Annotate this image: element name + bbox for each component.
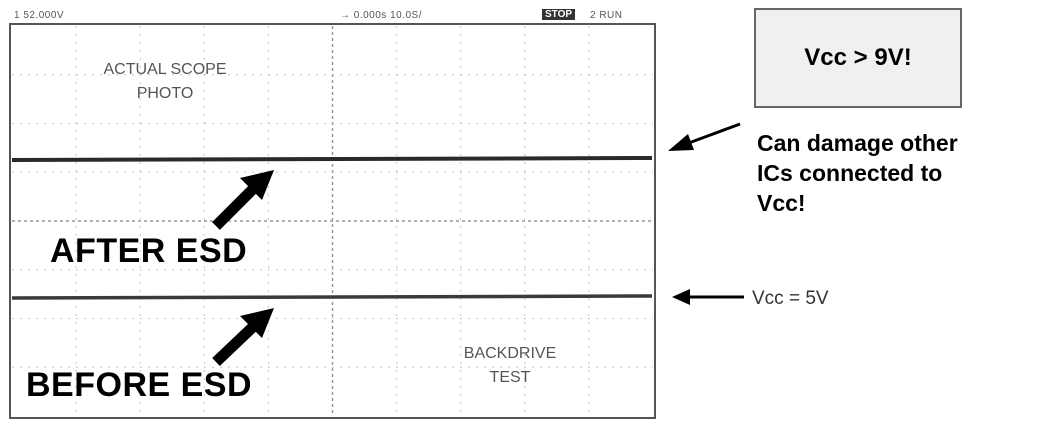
before-esd-label: BEFORE ESD [26,366,253,404]
photo-label: ACTUAL SCOPE PHOTO [60,58,270,106]
arrow-before-esd-icon [212,308,274,366]
mode-badge: STOP [542,9,576,20]
status-readout: 2 RUN [590,10,623,21]
arrow-to-9v-trace-icon [668,122,741,151]
arrow-after-esd-icon [212,170,274,230]
after-esd-trace [11,156,653,162]
arrow-to-5v-trace-icon [672,289,744,305]
timebase-readout: → 0.000s 10.0S/ [340,10,422,21]
vcc-overvoltage-text: Vcc > 9V! [804,44,912,71]
warning-line-1: Can damage other [757,130,958,156]
test-label: BACKDRIVE TEST [430,342,590,390]
warning-line-3: Vcc! [757,190,806,216]
vcc-normal-label: Vcc = 5V [752,288,829,309]
channel-readout: 1 52.000V [14,10,65,21]
warning-line-2: ICs connected to [757,160,943,186]
damage-warning: Can damage other ICs connected to Vcc! [757,128,1057,218]
vcc-overvoltage-box: Vcc > 9V! [754,8,962,108]
photo-label-line1: ACTUAL SCOPE [103,61,227,78]
test-label-line1: BACKDRIVE [463,345,557,362]
scope-grid [12,26,653,416]
before-esd-trace [11,294,653,300]
photo-label-line2: PHOTO [136,85,194,102]
test-label-line2: TEST [489,369,531,386]
scope-frame [9,23,656,419]
after-esd-label: AFTER ESD [50,232,248,270]
